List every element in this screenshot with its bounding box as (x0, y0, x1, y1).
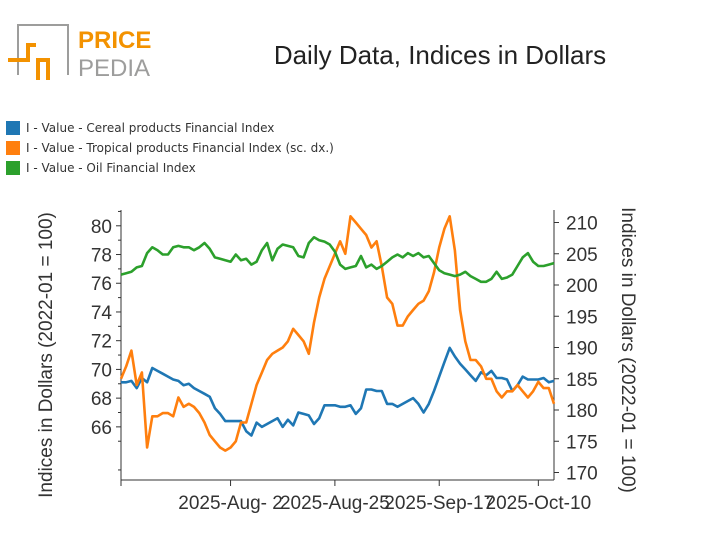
series-line-oil (120, 236, 555, 284)
y-tick-label-right-205: 205 (566, 245, 598, 266)
y-tick-label-right-185: 185 (566, 370, 598, 391)
y-tick-label-right-180: 180 (566, 401, 598, 422)
axes (116, 210, 559, 486)
logo-mark-gray (17, 24, 69, 75)
y-tick-label-right-195: 195 (566, 307, 598, 328)
legend-label-tropical: I - Value - Tropical products Financial … (26, 141, 334, 155)
y-tick-label-right-175: 175 (566, 432, 598, 453)
chart-title: Daily Data, Indices in Dollars (273, 40, 607, 70)
legend-item-cereal[interactable]: I - Value - Cereal products Financial In… (6, 118, 334, 138)
y-tick-label-left-70: 70 (91, 360, 112, 381)
logo-word-bottom: PEDIA (78, 55, 150, 82)
y-axis-left-title: Indices in Dollars (2022-01 = 100) (36, 212, 57, 498)
legend-label-oil: I - Value - Oil Financial Index (26, 161, 196, 175)
axis-labels: 66 68 70 72 74 76 78 80 170 175 180 185 190 195 200 205… (36, 207, 638, 514)
legend-swatch-oil (6, 161, 20, 175)
legend-label-cereal: I - Value - Cereal products Financial In… (26, 121, 275, 135)
logo-mark-orange-inner (36, 58, 50, 80)
logo-mark-orange-outer (8, 43, 36, 62)
series-line-tropical (119, 215, 556, 452)
y-tick-label-left-68: 68 (91, 389, 112, 410)
y-tick-label-right-190: 190 (566, 339, 598, 360)
y-tick-label-left-78: 78 (91, 246, 112, 267)
legend-swatch-cereal (6, 121, 20, 135)
legend-item-tropical[interactable]: I - Value - Tropical products Financial … (6, 138, 334, 158)
legend-item-oil[interactable]: I - Value - Oil Financial Index (6, 158, 334, 178)
logo-word-top: PRICE (78, 27, 151, 54)
y-axis-right-title: Indices in Dollars (2022-01 = 100) (617, 207, 638, 493)
y-tick-label-left-66: 66 (91, 418, 112, 439)
legend-swatch-tropical (6, 141, 20, 155)
x-tick-label-3: 2025-Oct-10 (486, 493, 592, 514)
y-tick-label-left-74: 74 (91, 303, 113, 324)
y-tick-label-right-170: 170 (566, 464, 598, 485)
pricepedia-logo: PRICE PEDIA (8, 24, 151, 82)
y-tick-label-left-72: 72 (91, 332, 112, 353)
x-tick-label-1: 2025-Aug-25 (280, 493, 390, 514)
x-tick-label-2: 2025-Sep-17 (384, 493, 494, 514)
x-tick-label-0: 2025-Aug- 2 (178, 493, 283, 514)
series-lines (119, 215, 556, 452)
chart-legend: I - Value - Cereal products Financial In… (6, 118, 334, 178)
y-tick-label-left-76: 76 (91, 274, 112, 295)
series-line-cereal (121, 346, 555, 437)
y-tick-label-right-210: 210 (566, 214, 598, 235)
y-tick-label-left-80: 80 (91, 217, 112, 238)
y-tick-label-right-200: 200 (566, 276, 598, 297)
